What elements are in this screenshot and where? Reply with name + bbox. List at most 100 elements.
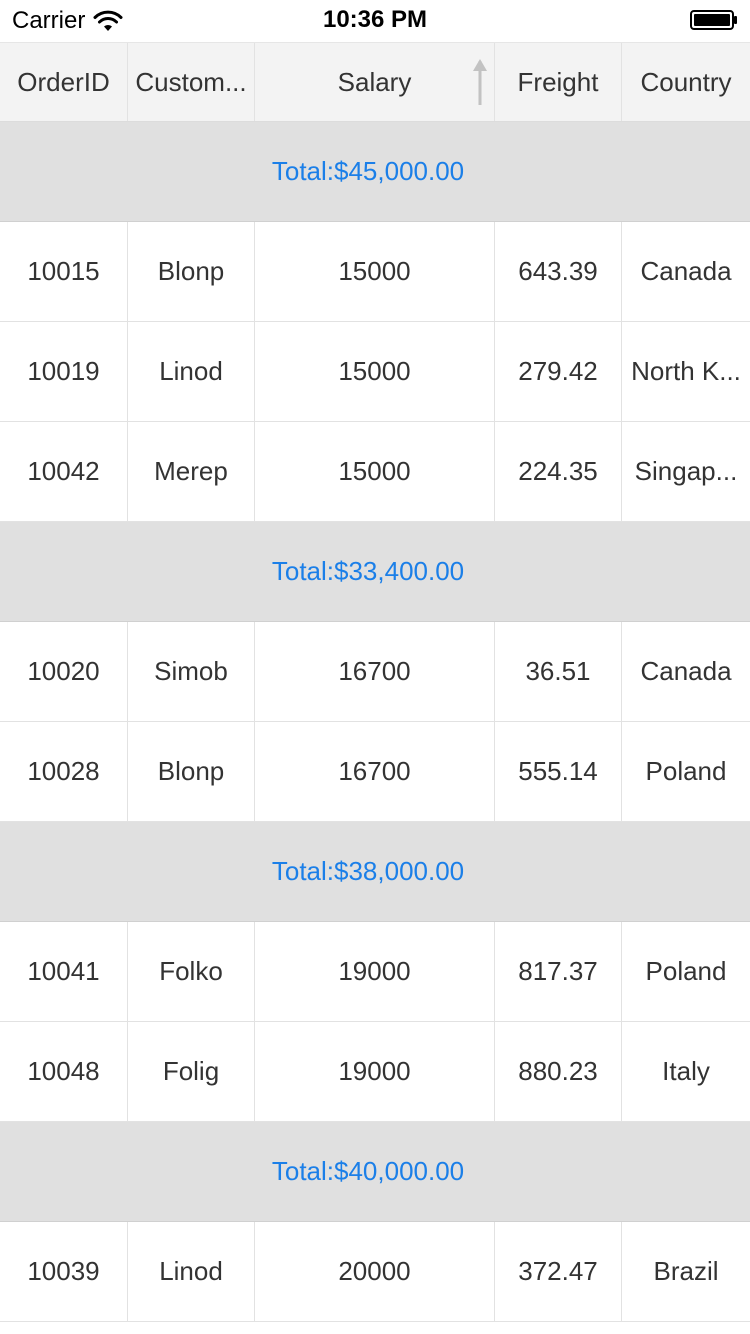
group-total-label: Total:$33,400.00 bbox=[271, 556, 465, 586]
table-row[interactable]: 10015 Blonp 15000 643.39 Canada bbox=[0, 222, 750, 322]
cell-text: Poland bbox=[645, 756, 727, 786]
cell-text: 19000 bbox=[338, 1056, 411, 1086]
cell-freight: 555.14 bbox=[495, 722, 622, 821]
cell-text: 10048 bbox=[27, 1056, 100, 1086]
cell-customer: Blonp bbox=[128, 222, 255, 321]
sort-ascending-icon bbox=[473, 59, 487, 105]
cell-text: Linod bbox=[159, 356, 223, 386]
cell-country: Singap... bbox=[622, 422, 750, 521]
cell-text: 10020 bbox=[27, 656, 100, 686]
cell-orderid: 10019 bbox=[0, 322, 128, 421]
cell-customer: Simob bbox=[128, 622, 255, 721]
table-row[interactable]: 10041 Folko 19000 817.37 Poland bbox=[0, 922, 750, 1022]
cell-orderid: 10042 bbox=[0, 422, 128, 521]
cell-text: 15000 bbox=[338, 456, 411, 486]
table-row[interactable]: 10019 Linod 15000 279.42 North K... bbox=[0, 322, 750, 422]
status-time: 10:36 PM bbox=[322, 6, 428, 33]
cell-customer: Linod bbox=[128, 1222, 255, 1321]
cell-text: 16700 bbox=[338, 656, 411, 686]
cell-text: Italy bbox=[662, 1056, 710, 1086]
cell-text: Blonp bbox=[157, 256, 225, 286]
cell-text: Merep bbox=[154, 456, 228, 486]
table-row[interactable]: 10020 Simob 16700 36.51 Canada bbox=[0, 622, 750, 722]
cell-country: Italy bbox=[622, 1022, 750, 1121]
cell-text: Canada bbox=[640, 256, 732, 286]
cell-text: Simob bbox=[154, 656, 228, 686]
cell-text: Folig bbox=[162, 1056, 220, 1086]
table-row[interactable]: 10048 Folig 19000 880.23 Italy bbox=[0, 1022, 750, 1122]
column-header-orderid[interactable]: OrderID bbox=[0, 43, 128, 121]
column-header-label: OrderID bbox=[17, 66, 110, 97]
cell-salary: 16700 bbox=[255, 622, 495, 721]
column-header-customer[interactable]: Custom... bbox=[128, 43, 255, 121]
cell-freight: 643.39 bbox=[495, 222, 622, 321]
cell-salary: 19000 bbox=[255, 1022, 495, 1121]
cell-salary: 19000 bbox=[255, 922, 495, 1021]
column-header-salary[interactable]: Salary bbox=[255, 43, 495, 121]
group-total-label: Total:$40,000.00 bbox=[271, 1156, 465, 1186]
cell-text: 224.35 bbox=[518, 456, 598, 486]
cell-orderid: 10048 bbox=[0, 1022, 128, 1121]
cell-text: Poland bbox=[645, 956, 727, 986]
cell-country: Brazil bbox=[622, 1222, 750, 1321]
cell-customer: Blonp bbox=[128, 722, 255, 821]
cell-text: 10042 bbox=[27, 456, 100, 486]
group-total-label: Total:$38,000.00 bbox=[271, 856, 465, 886]
cell-text: Folko bbox=[159, 956, 223, 986]
table-row[interactable]: 10028 Blonp 16700 555.14 Poland bbox=[0, 722, 750, 822]
group-summary-row[interactable]: Total:$38,000.00 bbox=[0, 822, 750, 922]
cell-text: 279.42 bbox=[518, 356, 598, 386]
cell-text: Canada bbox=[640, 656, 732, 686]
cell-text: Singap... bbox=[634, 456, 738, 486]
cell-text: 880.23 bbox=[518, 1056, 598, 1086]
cell-salary: 20000 bbox=[255, 1222, 495, 1321]
cell-orderid: 10028 bbox=[0, 722, 128, 821]
cell-text: 372.47 bbox=[518, 1256, 598, 1286]
cell-salary: 15000 bbox=[255, 422, 495, 521]
cell-freight: 880.23 bbox=[495, 1022, 622, 1121]
battery-icon bbox=[690, 10, 737, 30]
table-row[interactable]: 10039 Linod 20000 372.47 Brazil bbox=[0, 1222, 750, 1322]
column-header-label: Freight bbox=[517, 66, 599, 97]
cell-country: North K... bbox=[622, 322, 750, 421]
cell-text: 15000 bbox=[338, 256, 411, 286]
cell-text: Blonp bbox=[157, 756, 225, 786]
status-bar: Carrier 10:36 PM bbox=[0, 0, 750, 42]
group-summary-row[interactable]: Total:$45,000.00 bbox=[0, 122, 750, 222]
cell-freight: 279.42 bbox=[495, 322, 622, 421]
cell-orderid: 10015 bbox=[0, 222, 128, 321]
cell-country: Poland bbox=[622, 922, 750, 1021]
cell-customer: Folig bbox=[128, 1022, 255, 1121]
group-summary-row[interactable]: Total:$40,000.00 bbox=[0, 1122, 750, 1222]
cell-text: 16700 bbox=[338, 756, 411, 786]
carrier-info: Carrier bbox=[12, 7, 123, 35]
cell-country: Canada bbox=[622, 622, 750, 721]
cell-country: Canada bbox=[622, 222, 750, 321]
carrier-label: Carrier bbox=[12, 7, 86, 34]
grid-header: OrderID Custom... Salary Freight Country bbox=[0, 42, 750, 122]
cell-customer: Linod bbox=[128, 322, 255, 421]
cell-orderid: 10020 bbox=[0, 622, 128, 721]
group-total-label: Total:$45,000.00 bbox=[271, 156, 465, 186]
cell-text: 555.14 bbox=[518, 756, 598, 786]
cell-text: 10028 bbox=[27, 756, 100, 786]
cell-salary: 16700 bbox=[255, 722, 495, 821]
grid-body: Total:$45,000.00 10015 Blonp 15000 643.39 Can… bbox=[0, 122, 750, 1322]
wifi-icon bbox=[93, 10, 123, 31]
cell-text: Brazil bbox=[653, 1256, 719, 1286]
data-grid: OrderID Custom... Salary Freight Country… bbox=[0, 42, 750, 1322]
table-row[interactable]: 10042 Merep 15000 224.35 Singap... bbox=[0, 422, 750, 522]
cell-country: Poland bbox=[622, 722, 750, 821]
column-header-country[interactable]: Country bbox=[622, 43, 750, 121]
cell-text: Linod bbox=[159, 1256, 223, 1286]
cell-salary: 15000 bbox=[255, 222, 495, 321]
cell-text: 15000 bbox=[338, 356, 411, 386]
cell-text: 817.37 bbox=[518, 956, 598, 986]
cell-orderid: 10039 bbox=[0, 1222, 128, 1321]
group-summary-row[interactable]: Total:$33,400.00 bbox=[0, 522, 750, 622]
column-header-label: Country bbox=[640, 66, 732, 97]
column-header-freight[interactable]: Freight bbox=[495, 43, 622, 121]
cell-freight: 36.51 bbox=[495, 622, 622, 721]
column-header-label: Salary bbox=[337, 66, 412, 97]
cell-salary: 15000 bbox=[255, 322, 495, 421]
